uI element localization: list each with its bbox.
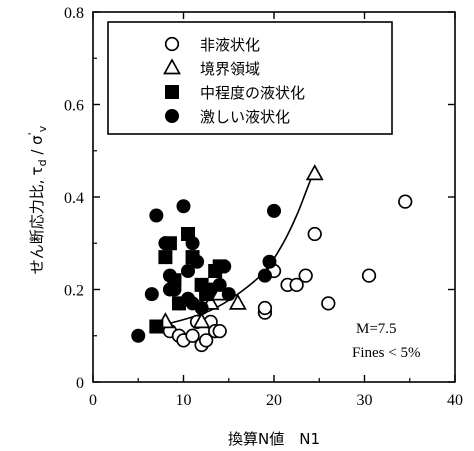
y-tick-label: 0.6 — [64, 98, 84, 115]
y-tick-label: 0 — [76, 375, 84, 392]
severe-liquefaction-point — [257, 268, 272, 283]
axis-ticks: 0 10 20 30 40 0 0.2 0.4 0.6 0.8 — [64, 5, 463, 409]
y-tick-label: 0.8 — [64, 5, 84, 22]
severe-liquefaction-point — [158, 236, 173, 251]
x-axis-title: 換算N値 N1 — [228, 430, 320, 448]
legend-label: 境界領域 — [200, 60, 260, 78]
non-liquefaction-point — [361, 268, 377, 283]
non-liquefaction-point — [321, 296, 336, 311]
boundary-region-point — [305, 164, 324, 181]
severe-liquefaction-point — [217, 259, 232, 274]
x-tick-label: 40 — [447, 392, 463, 409]
legend-marker-boundary-region-point — [163, 58, 181, 75]
x-tick-label: 30 — [357, 392, 373, 409]
data-points — [131, 164, 413, 353]
legend-label: 中程度の液状化 — [200, 84, 305, 102]
y-axis-title-prime: ' — [26, 132, 39, 135]
legend-label: 激しい液状化 — [200, 108, 290, 126]
severe-liquefaction-point — [185, 236, 200, 251]
severe-liquefaction-point — [262, 254, 277, 269]
y-axis-title-tau: τ — [28, 166, 46, 175]
boundary-region-point — [228, 293, 247, 310]
x-tick-label: 20 — [266, 392, 282, 409]
legend-marker-non-liquefaction-point — [164, 36, 180, 52]
severe-liquefaction-point — [149, 208, 164, 223]
legend-label: 非液状化 — [200, 36, 260, 54]
y-axis-title-slash: / — [28, 145, 46, 160]
y-axis-title-sub-d: d — [36, 159, 49, 166]
y-axis-title-sub-v: v — [36, 125, 49, 132]
severe-liquefaction-point — [194, 301, 209, 315]
legend-box — [107, 21, 393, 135]
non-liquefaction-point — [185, 328, 200, 343]
non-liquefaction-point — [212, 323, 227, 339]
magnitude-note: M=7.5 — [356, 321, 397, 337]
non-liquefaction-point — [298, 268, 313, 283]
severe-liquefaction-point — [267, 203, 281, 218]
non-liquefaction-point — [289, 277, 304, 293]
boundary-region-point — [192, 312, 211, 329]
x-tick-label: 10 — [176, 392, 192, 409]
severe-liquefaction-point — [176, 199, 191, 214]
severe-liquefaction-point — [162, 268, 177, 283]
y-axis-title: せん断応力比, τd / σ'v — [26, 125, 49, 274]
legend-marker-moderate-liquefaction-point — [165, 85, 179, 99]
non-liquefaction-point — [398, 194, 413, 209]
severe-liquefaction-point — [131, 328, 146, 343]
fines-note: Fines < 5% — [352, 345, 420, 361]
severe-liquefaction-point — [221, 287, 236, 302]
y-tick-label: 0.4 — [64, 190, 84, 207]
legend-marker-severe-liquefaction-point — [165, 109, 179, 123]
x-tick-label: 0 — [89, 392, 97, 409]
severe-liquefaction-point — [190, 254, 205, 269]
non-liquefaction-point — [198, 333, 214, 348]
y-axis-title-main: せん断応力比, — [28, 179, 46, 274]
severe-liquefaction-point — [144, 287, 159, 302]
severe-liquefaction-point — [181, 264, 196, 278]
moderate-liquefaction-point — [149, 319, 164, 334]
moderate-liquefaction-point — [158, 250, 173, 265]
y-axis-title-sigma: σ — [28, 135, 46, 145]
non-liquefaction-point — [307, 226, 322, 242]
y-tick-label: 0.2 — [64, 283, 84, 300]
severe-liquefaction-point — [167, 282, 182, 297]
non-liquefaction-point — [257, 300, 273, 316]
severe-liquefaction-point — [212, 277, 227, 292]
